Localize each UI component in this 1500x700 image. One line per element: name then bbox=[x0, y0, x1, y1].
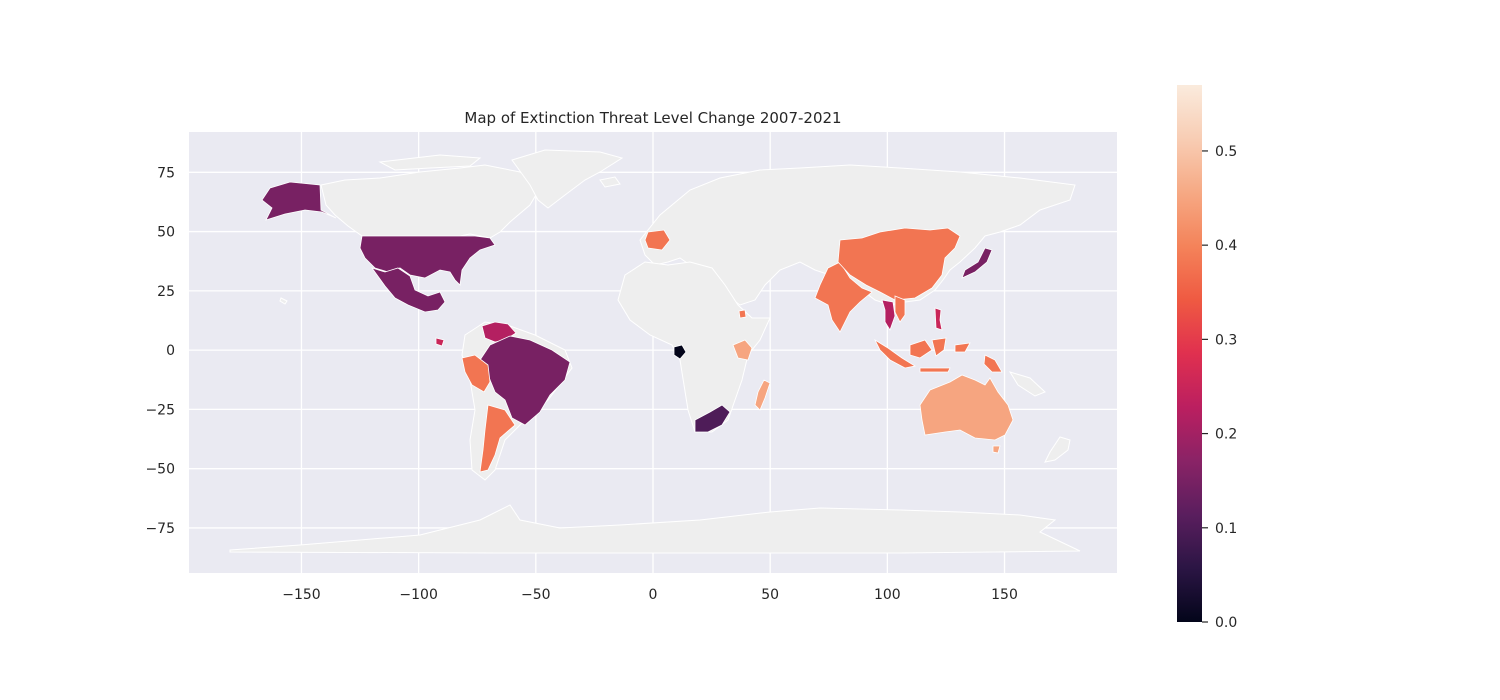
region-ethiopia bbox=[738, 309, 747, 319]
y-tick-label: 0 bbox=[166, 343, 175, 359]
chart-title: Map of Extinction Threat Level Change 20… bbox=[464, 109, 841, 127]
y-tick-label: 50 bbox=[157, 225, 175, 241]
region-argentina bbox=[479, 404, 516, 473]
region-south-africa bbox=[694, 404, 731, 433]
region-kenya bbox=[732, 339, 753, 361]
colorbar: 0.0 0.1 0.2 0.3 0.4 0.5 bbox=[1177, 85, 1237, 631]
y-tick-label: −75 bbox=[145, 521, 175, 537]
x-tick-label: −50 bbox=[521, 587, 551, 603]
land-hawaii bbox=[279, 297, 288, 305]
region-mexico bbox=[370, 267, 446, 313]
region-united-states bbox=[359, 235, 496, 286]
colored-regions bbox=[261, 181, 1014, 473]
land-africa bbox=[617, 261, 771, 433]
region-panama bbox=[435, 337, 445, 347]
region-papua-new-guinea bbox=[983, 354, 1003, 373]
region-india bbox=[814, 261, 873, 333]
region-indonesia bbox=[874, 337, 971, 373]
x-tick-label: −150 bbox=[282, 587, 320, 603]
region-gabon bbox=[673, 344, 687, 360]
region-australia-tasmania bbox=[992, 445, 1001, 454]
y-axis-ticks: 75 50 25 0 −25 −50 −75 bbox=[145, 165, 175, 537]
map-layer bbox=[229, 149, 1081, 554]
colorbar-tick-label: 0.4 bbox=[1215, 238, 1237, 254]
colorbar-tick-label: 0.0 bbox=[1215, 615, 1237, 631]
region-china bbox=[837, 227, 961, 301]
region-peru bbox=[461, 354, 491, 393]
colorbar-ticks: 0.0 0.1 0.2 0.3 0.4 0.5 bbox=[1202, 144, 1237, 631]
x-axis-ticks: −150 −100 −50 0 50 100 150 bbox=[282, 587, 1018, 603]
x-tick-label: −100 bbox=[399, 587, 437, 603]
land-iceland bbox=[599, 176, 621, 188]
region-brazil bbox=[479, 335, 571, 426]
colorbar-gradient bbox=[1177, 85, 1202, 622]
land-canada bbox=[320, 164, 541, 239]
colorbar-tick-label: 0.2 bbox=[1215, 427, 1237, 443]
land-new-guinea-east bbox=[1008, 371, 1046, 397]
region-france bbox=[644, 229, 671, 251]
x-tick-label: 0 bbox=[649, 587, 658, 603]
x-tick-label: 150 bbox=[991, 587, 1018, 603]
y-tick-label: 75 bbox=[157, 165, 175, 181]
land-arctic-islands bbox=[378, 154, 482, 171]
colorbar-tick-label: 0.5 bbox=[1215, 144, 1237, 160]
region-thailand bbox=[881, 299, 896, 331]
y-tick-label: −50 bbox=[145, 462, 175, 478]
y-tick-label: −25 bbox=[145, 402, 175, 418]
colorbar-tick-label: 0.3 bbox=[1215, 332, 1237, 348]
land-new-zealand bbox=[1044, 436, 1071, 463]
land-antarctica bbox=[229, 504, 1081, 554]
land-greenland bbox=[511, 149, 624, 209]
colorbar-tick-label: 0.1 bbox=[1215, 521, 1237, 537]
region-philippines bbox=[934, 307, 943, 331]
x-tick-label: 50 bbox=[761, 587, 779, 603]
region-united-states-alaska bbox=[261, 181, 337, 221]
region-japan bbox=[961, 247, 993, 279]
y-tick-label: 25 bbox=[157, 284, 175, 300]
region-vietnam bbox=[894, 295, 906, 323]
x-tick-label: 100 bbox=[874, 587, 901, 603]
region-australia bbox=[919, 374, 1014, 441]
region-madagascar bbox=[754, 379, 771, 411]
